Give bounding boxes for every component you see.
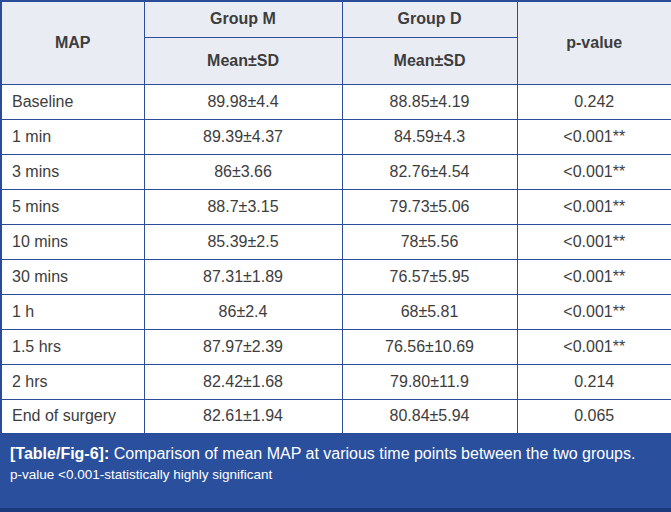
- header-cell-group-m: Group M: [144, 1, 342, 37]
- p-value-cell: <0.001**: [517, 154, 671, 189]
- figure-caption: [Table/Fig-6]: Comparison of mean MAP at…: [0, 435, 671, 512]
- row-label-cell: 2 hrs: [1, 364, 144, 399]
- group-m-value-cell: 82.42±1.68: [144, 364, 342, 399]
- group-d-value-cell: 79.80±11.9: [342, 364, 517, 399]
- table-row: Baseline89.98±4.488.85±4.190.242: [1, 84, 671, 119]
- header-cell-mean-sd-m: Mean±SD: [144, 37, 342, 84]
- table-row: 1 min89.39±4.3784.59±4.3<0.001**: [1, 119, 671, 154]
- p-value-cell: 0.214: [517, 364, 671, 399]
- header-cell-mean-sd-d: Mean±SD: [342, 37, 517, 84]
- p-value-cell: <0.001**: [517, 294, 671, 329]
- header-cell-group-d: Group D: [342, 1, 517, 37]
- p-value-cell: 0.065: [517, 399, 671, 434]
- group-d-value-cell: 82.76±4.54: [342, 154, 517, 189]
- table-figure: MAP Group M Group D p-value Mean±SD Mean…: [0, 0, 671, 512]
- table-row: 2 hrs82.42±1.6879.80±11.90.214: [1, 364, 671, 399]
- group-d-value-cell: 80.84±5.94: [342, 399, 517, 434]
- caption-tag: [Table/Fig-6]:: [10, 445, 109, 462]
- group-m-value-cell: 89.39±4.37: [144, 119, 342, 154]
- group-m-value-cell: 82.61±1.94: [144, 399, 342, 434]
- group-d-value-cell: 79.73±5.06: [342, 189, 517, 224]
- table-row: End of surgery82.61±1.9480.84±5.940.065: [1, 399, 671, 434]
- row-label-cell: End of surgery: [1, 399, 144, 434]
- table-row: 30 mins87.31±1.8976.57±5.95<0.001**: [1, 259, 671, 294]
- group-d-value-cell: 84.59±4.3: [342, 119, 517, 154]
- caption-text: Comparison of mean MAP at various time p…: [109, 445, 635, 462]
- group-m-value-cell: 85.39±2.5: [144, 224, 342, 259]
- group-d-value-cell: 76.57±5.95: [342, 259, 517, 294]
- table-row: 10 mins85.39±2.578±5.56<0.001**: [1, 224, 671, 259]
- group-d-value-cell: 78±5.56: [342, 224, 517, 259]
- table-row: 1.5 hrs87.97±2.3976.56±10.69<0.001**: [1, 329, 671, 364]
- p-value-cell: 0.242: [517, 84, 671, 119]
- group-m-value-cell: 86±2.4: [144, 294, 342, 329]
- header-row-groups: MAP Group M Group D p-value: [1, 1, 671, 37]
- p-value-cell: <0.001**: [517, 329, 671, 364]
- group-m-value-cell: 88.7±3.15: [144, 189, 342, 224]
- group-d-value-cell: 88.85±4.19: [342, 84, 517, 119]
- group-d-value-cell: 76.56±10.69: [342, 329, 517, 364]
- group-m-value-cell: 87.31±1.89: [144, 259, 342, 294]
- table-row: 3 mins86±3.6682.76±4.54<0.001**: [1, 154, 671, 189]
- p-value-cell: <0.001**: [517, 224, 671, 259]
- group-m-value-cell: 86±3.66: [144, 154, 342, 189]
- p-value-cell: <0.001**: [517, 189, 671, 224]
- caption-line: [Table/Fig-6]: Comparison of mean MAP at…: [10, 444, 661, 464]
- header-cell-p-value: p-value: [517, 1, 671, 84]
- row-label-cell: 10 mins: [1, 224, 144, 259]
- row-label-cell: 1 h: [1, 294, 144, 329]
- p-value-cell: <0.001**: [517, 259, 671, 294]
- row-label-cell: 5 mins: [1, 189, 144, 224]
- header-cell-map: MAP: [1, 1, 144, 84]
- map-comparison-table: MAP Group M Group D p-value Mean±SD Mean…: [0, 0, 671, 435]
- table-row: 5 mins88.7±3.1579.73±5.06<0.001**: [1, 189, 671, 224]
- row-label-cell: Baseline: [1, 84, 144, 119]
- p-value-cell: <0.001**: [517, 119, 671, 154]
- table-header: MAP Group M Group D p-value Mean±SD Mean…: [1, 1, 671, 84]
- row-label-cell: 1 min: [1, 119, 144, 154]
- table-row: 1 h86±2.468±5.81<0.001**: [1, 294, 671, 329]
- row-label-cell: 1.5 hrs: [1, 329, 144, 364]
- group-d-value-cell: 68±5.81: [342, 294, 517, 329]
- group-m-value-cell: 89.98±4.4: [144, 84, 342, 119]
- caption-footnote: p-value <0.001-statistically highly sign…: [10, 467, 661, 482]
- table-body: Baseline89.98±4.488.85±4.190.2421 min89.…: [1, 84, 671, 434]
- row-label-cell: 30 mins: [1, 259, 144, 294]
- group-m-value-cell: 87.97±2.39: [144, 329, 342, 364]
- row-label-cell: 3 mins: [1, 154, 144, 189]
